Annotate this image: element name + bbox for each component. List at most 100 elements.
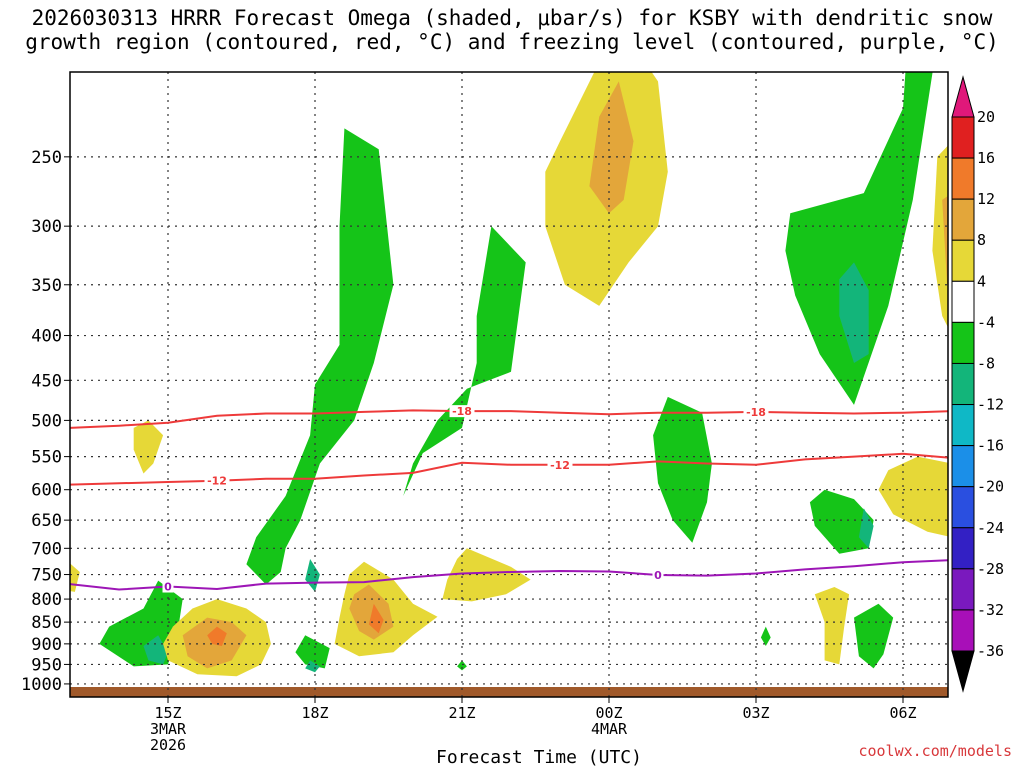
ground-surface bbox=[70, 687, 948, 697]
contour-label-bg-dendritic-lower-0 bbox=[204, 474, 230, 487]
omega-region-4-7 bbox=[878, 456, 948, 537]
plot-area: -18 -18 -12 -12 0 0 bbox=[70, 72, 948, 697]
y-tick-label-900: 900 bbox=[31, 635, 62, 655]
colorbar-label-8: -16 bbox=[977, 437, 1004, 455]
y-tick-label-500: 500 bbox=[31, 411, 62, 431]
omega-region-neg8-6 bbox=[457, 660, 467, 671]
colorbar-box-10 bbox=[951, 527, 975, 570]
colorbar-label-0: 20 bbox=[977, 108, 995, 126]
contour-label-freezing-level-1: 0 bbox=[654, 569, 662, 582]
y-tick-label-250: 250 bbox=[31, 148, 62, 168]
colorbar-box-3 bbox=[951, 239, 975, 282]
y-tick-label-700: 700 bbox=[31, 539, 62, 559]
omega-region-8-0 bbox=[589, 81, 634, 214]
y-tick-label-600: 600 bbox=[31, 481, 62, 501]
omega-region-neg8-0 bbox=[246, 128, 394, 585]
colorbar-box-11 bbox=[951, 568, 975, 611]
y-tick-label-750: 750 bbox=[31, 566, 62, 586]
colorbar-box-6 bbox=[951, 362, 975, 406]
omega-region-4-5 bbox=[133, 420, 164, 474]
colorbar-box-0 bbox=[951, 116, 975, 159]
contour-freezing-level bbox=[70, 559, 948, 591]
x-tick-label-03Z: 03Z bbox=[742, 704, 769, 722]
y-tick-label-450: 450 bbox=[31, 371, 62, 391]
plot-background bbox=[70, 72, 948, 697]
y-tick-label-550: 550 bbox=[31, 448, 62, 468]
colorbar-label-9: -20 bbox=[977, 478, 1004, 496]
y-tick-label-950: 950 bbox=[31, 655, 62, 675]
contour-label-bg-dendritic-upper-0 bbox=[449, 405, 475, 418]
y-tick-label-350: 350 bbox=[31, 276, 62, 296]
contour-label-bg-freezing-level-0 bbox=[162, 580, 174, 593]
omega-region-4-1 bbox=[932, 145, 948, 328]
omega-region-neg8-9 bbox=[760, 626, 771, 646]
omega-region-neg8-3 bbox=[653, 396, 712, 543]
contour-label-freezing-level-0: 0 bbox=[164, 581, 172, 594]
plot-frame bbox=[69, 71, 949, 698]
colorbar-box-12 bbox=[951, 609, 975, 652]
colorbar-label-1: 16 bbox=[977, 149, 995, 167]
omega-region-neg8-4 bbox=[785, 72, 933, 405]
x-tick-label-00Z: 00Z bbox=[595, 704, 622, 722]
colorbar-label-12: -32 bbox=[977, 601, 1004, 619]
omega-region-neg12-0 bbox=[839, 262, 869, 363]
colorbar-label-10: -24 bbox=[977, 519, 1004, 537]
omega-region-8-2 bbox=[349, 584, 394, 640]
omega-region-neg8-8 bbox=[854, 603, 894, 669]
x-tick-sub1-15Z: 3MAR bbox=[150, 720, 187, 738]
omega-region-neg8-7 bbox=[809, 489, 874, 554]
colorbar-box-4 bbox=[951, 280, 975, 323]
colorbar-label-5: -4 bbox=[977, 313, 995, 331]
y-tick-label-300: 300 bbox=[31, 217, 62, 237]
colorbar-label-3: 8 bbox=[977, 231, 986, 249]
omega-region-8-3 bbox=[942, 195, 948, 287]
colorbar-bottom-arrow bbox=[951, 650, 975, 693]
contour-label-bg-dendritic-upper-1 bbox=[743, 405, 769, 418]
x-tick-label-21Z: 21Z bbox=[448, 704, 475, 722]
omega-region-neg8-1 bbox=[403, 226, 526, 496]
contour-label-dendritic-upper-1: -18 bbox=[746, 406, 766, 419]
colorbar-label-2: 12 bbox=[977, 190, 995, 208]
contour-dendritic-lower bbox=[70, 452, 948, 486]
colorbar-box-8 bbox=[951, 445, 975, 488]
contour-label-dendritic-upper-0: -18 bbox=[452, 405, 472, 418]
colorbar-box-9 bbox=[951, 486, 975, 529]
title-line-2: growth region (contoured, red, °C) and f… bbox=[25, 30, 999, 54]
omega-region-4-8 bbox=[814, 587, 850, 665]
contour-label-dendritic-lower-1: -12 bbox=[550, 459, 570, 472]
y-tick-label-850: 850 bbox=[31, 613, 62, 633]
omega-region-neg12-4 bbox=[305, 660, 320, 673]
y-tick-label-650: 650 bbox=[31, 511, 62, 531]
omega-region-12-0 bbox=[207, 626, 227, 646]
x-tick-sub1-00Z: 4MAR bbox=[591, 720, 628, 738]
x-tick-label-06Z: 06Z bbox=[889, 704, 916, 722]
y-tick-label-1000: 1000 bbox=[21, 675, 62, 695]
omega-region-12-1 bbox=[368, 603, 384, 634]
omega-region-neg12-2 bbox=[858, 508, 874, 549]
omega-region-neg8-5 bbox=[295, 635, 330, 669]
x-tick-label-18Z: 18Z bbox=[301, 704, 328, 722]
x-axis-label: Forecast Time (UTC) bbox=[436, 747, 642, 768]
colorbar-label-7: -12 bbox=[977, 396, 1004, 414]
colorbar-box-1 bbox=[951, 157, 975, 200]
colorbar-label-13: -36 bbox=[977, 642, 1004, 660]
chart-title: 2026030313 HRRR Forecast Omega (shaded, … bbox=[0, 6, 1024, 54]
contour-label-dendritic-lower-0: -12 bbox=[207, 475, 227, 488]
colorbar-top-arrow bbox=[951, 75, 975, 118]
colorbar-label-11: -28 bbox=[977, 560, 1004, 578]
colorbar-box-7 bbox=[951, 404, 975, 447]
x-tick-label-15Z: 15Z bbox=[154, 704, 181, 722]
omega-region-neg12-1 bbox=[143, 635, 168, 665]
colorbar-box-2 bbox=[951, 198, 975, 241]
y-tick-label-400: 400 bbox=[31, 327, 62, 347]
colorbar-label-6: -8 bbox=[977, 354, 995, 372]
colorbar-box-5 bbox=[951, 321, 975, 364]
omega-region-4-4 bbox=[442, 548, 531, 602]
colorbar-label-4: 4 bbox=[977, 272, 986, 290]
contour-label-bg-dendritic-lower-1 bbox=[547, 458, 573, 471]
x-tick-sub2-15Z: 2026 bbox=[150, 736, 186, 754]
contour-label-bg-freezing-level-1 bbox=[652, 569, 664, 582]
y-tick-label-800: 800 bbox=[31, 590, 62, 610]
site-credit[interactable]: coolwx.com/models bbox=[858, 742, 1012, 760]
